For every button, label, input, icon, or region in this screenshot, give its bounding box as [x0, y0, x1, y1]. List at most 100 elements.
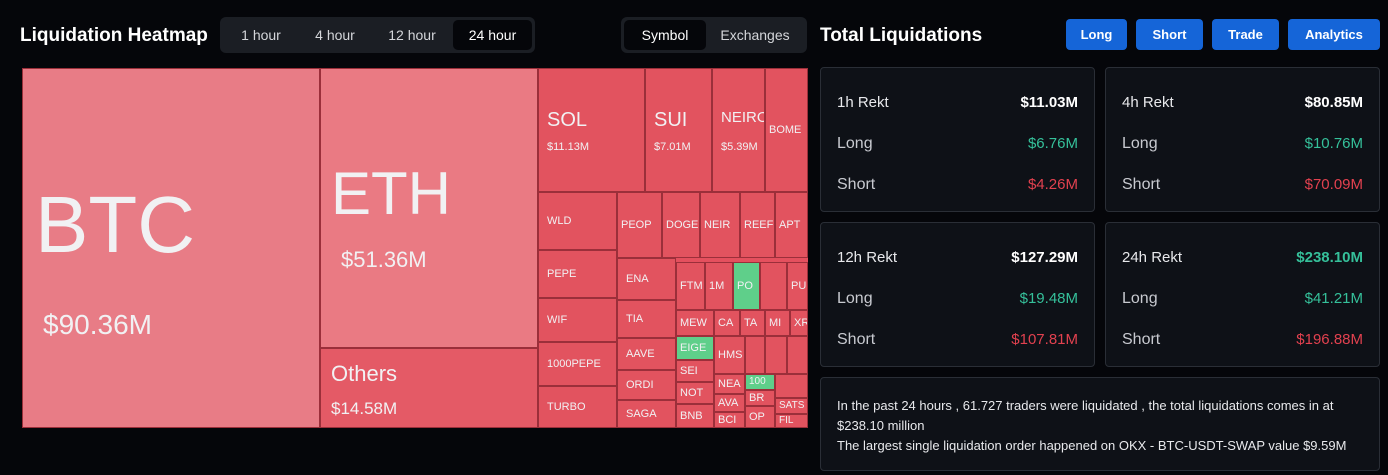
tile: 1000PEPE [538, 342, 617, 386]
tile-symbol: NEIR [704, 219, 731, 231]
tile: PU [787, 262, 808, 310]
tile: PO [733, 262, 760, 310]
tile-value: $14.58M [331, 399, 398, 418]
long-value: $6.76M [1027, 135, 1078, 152]
tile-symbol: ETH [331, 160, 451, 227]
tile: ETH $51.36M [320, 68, 538, 348]
tile: TA [740, 310, 765, 336]
tile-symbol: MEW [680, 317, 707, 329]
button[interactable]: Analytics [1288, 19, 1380, 50]
tile: SEI [676, 360, 714, 382]
card: 1h Rekt $11.03M Long $6.76M Short $4.26M [820, 67, 1095, 212]
long-label: Long [1122, 135, 1158, 152]
tile-symbol: BCI [718, 414, 737, 426]
tab[interactable]: 4 hour [315, 27, 355, 43]
tile: WLD [538, 192, 617, 250]
heatmap: BTC $90.36M ETH $51.36M Others $14.58M SOL $11.… [22, 68, 808, 428]
card: 12h Rekt $127.29M Long $19.48M Short $107.81M [820, 222, 1095, 367]
tile-symbol: EIGE [680, 342, 707, 354]
tile [787, 336, 808, 374]
tile-symbol: NEA [718, 378, 741, 390]
tab[interactable]: 24 hour [453, 20, 532, 50]
tile: TURBO [538, 386, 617, 428]
tile-symbol: SEI [680, 365, 698, 377]
short-label: Short [837, 176, 876, 193]
tile: HMS [714, 336, 745, 374]
tile [775, 374, 808, 398]
totals-title: Total Liquidations [820, 25, 983, 46]
tile-value: $51.36M [341, 247, 427, 272]
tab[interactable]: 1 hour [241, 27, 281, 43]
tile: APT [775, 192, 808, 258]
tile-symbol: SAGA [626, 408, 657, 420]
long-value: $41.21M [1304, 290, 1363, 307]
short-value: $70.09M [1304, 176, 1363, 193]
tile-symbol: HMS [718, 349, 743, 361]
tile: NEA [714, 374, 745, 394]
tile: BNB [676, 404, 714, 428]
short-value: $107.81M [1011, 331, 1078, 348]
tab[interactable]: Symbol [624, 20, 706, 50]
tile: ENA [617, 258, 676, 300]
tile: WIF [538, 298, 617, 342]
tile: CA [714, 310, 740, 336]
tile-symbol: AAVE [626, 348, 655, 360]
tile-symbol: PU [791, 280, 807, 292]
tile-symbol: APT [779, 219, 801, 231]
tile-symbol: ORDI [626, 379, 654, 391]
card: 24h Rekt $238.10M Long $41.21M Short $196.88M [1105, 222, 1380, 367]
tile-value: $5.39M [721, 141, 758, 153]
tile-symbol: NOT [680, 387, 704, 399]
tile: TIA [617, 300, 676, 338]
tile: ORDI [617, 370, 676, 400]
card-label: 12h Rekt [837, 249, 898, 266]
tile: MI [765, 310, 790, 336]
button[interactable]: Short [1136, 19, 1203, 50]
tile-symbol: SATS [779, 400, 805, 411]
tile-symbol: XR [794, 317, 808, 329]
tile-symbol: BTC [35, 180, 195, 269]
button[interactable]: Trade [1212, 19, 1279, 50]
tile: PEPE [538, 250, 617, 298]
tile-symbol: NEIRO [721, 109, 765, 126]
tile [745, 336, 765, 374]
short-label: Short [837, 331, 876, 348]
tile-symbol: BOME [769, 124, 802, 136]
card-total: $127.29M [1011, 249, 1078, 266]
tile-symbol: BNB [680, 410, 703, 422]
view-tabs: Symbol Exchanges [621, 17, 807, 53]
long-value: $10.76M [1304, 135, 1363, 152]
tile-symbol: TIA [626, 313, 644, 325]
time-tabs: 1 hour 4 hour 12 hour 24 hour [220, 17, 535, 53]
button[interactable]: Long [1066, 19, 1127, 50]
tile: PEOP [617, 192, 662, 258]
long-label: Long [1122, 290, 1158, 307]
long-label: Long [837, 135, 873, 152]
short-value: $4.26M [1027, 176, 1078, 193]
tile-symbol: FIL [779, 415, 794, 426]
tile: BR [745, 390, 775, 406]
summary: In the past 24 hours , 61.727 traders we… [820, 377, 1380, 471]
tile: MEW [676, 310, 714, 336]
tile: SATS [775, 398, 808, 414]
card-label: 4h Rekt [1122, 94, 1174, 111]
tab[interactable]: 12 hour [388, 27, 436, 43]
tile: XR [790, 310, 808, 336]
tile: FIL [775, 414, 808, 428]
summary-line: In the past 24 hours , 61.727 traders we… [837, 398, 1334, 433]
tile-symbol: PEPE [547, 268, 577, 280]
tile-symbol: DOGE [666, 219, 699, 231]
tile: BCI [714, 412, 745, 428]
short-value: $196.88M [1296, 331, 1363, 348]
short-label: Short [1122, 176, 1161, 193]
tile-value: $90.36M [43, 309, 152, 340]
tile-value: $11.13M [547, 141, 589, 153]
long-label: Long [837, 290, 873, 307]
tab[interactable]: Exchanges [720, 27, 790, 43]
tile-symbol: WIF [547, 314, 568, 326]
long-value: $19.48M [1019, 290, 1078, 307]
tile: NEIRO $5.39M [712, 68, 765, 192]
tile-symbol: 100 [749, 376, 766, 387]
tile: BTC $90.36M [22, 68, 320, 428]
